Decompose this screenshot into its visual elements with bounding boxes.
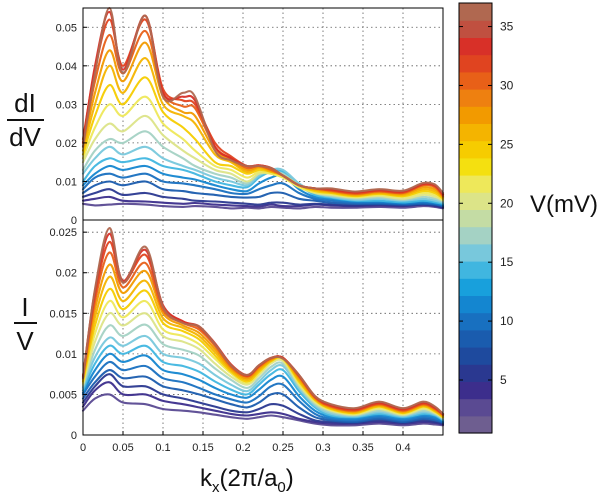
colorbar-tick-label: 25 bbox=[500, 137, 514, 151]
colorbar-block bbox=[459, 175, 492, 193]
bottom-y-tick-label: 0 bbox=[71, 430, 77, 442]
bottom-x-tick-label: 0.05 bbox=[112, 442, 133, 454]
bottom-x-ticks: 0 0.05 0.1 0.15 0.2 0.25 0.3 0.35 0.4 bbox=[80, 431, 411, 454]
colorbar-block bbox=[459, 415, 492, 434]
colorbar-block bbox=[459, 364, 492, 382]
top-y-tick-label: 0.01 bbox=[56, 176, 77, 188]
colorbar-block bbox=[459, 243, 492, 262]
x-label-close: ) bbox=[286, 465, 294, 492]
bottom-ylabel-numerator: I bbox=[21, 292, 28, 322]
colorbar-block bbox=[459, 123, 492, 142]
bottom-curve-8mV bbox=[81, 369, 445, 424]
bottom-ylabel: I V bbox=[14, 292, 37, 356]
top-y-tick-label: 0.05 bbox=[56, 22, 77, 34]
top-y-tick-label: 0.02 bbox=[56, 138, 77, 150]
colorbar-block bbox=[459, 20, 492, 38]
colorbar-tick-label: 20 bbox=[500, 196, 514, 210]
colorbar: 5 10 15 20 25 30 35 V(mV) bbox=[458, 2, 598, 434]
colorbar-block bbox=[459, 295, 492, 314]
bottom-curve-6mV bbox=[81, 373, 445, 425]
bottom-y-tick-label: 0.02 bbox=[56, 268, 77, 280]
top-curve-20mV bbox=[81, 114, 445, 202]
colorbar-block bbox=[459, 209, 492, 228]
bottom-curve-14mV bbox=[81, 344, 445, 422]
colorbar-block bbox=[459, 140, 492, 159]
bottom-x-tick-label: 0 bbox=[80, 442, 86, 454]
bottom-curve-20mV bbox=[81, 311, 445, 420]
bottom-axes-frame bbox=[82, 219, 444, 436]
top-ylabel-numerator: dI bbox=[14, 88, 36, 118]
bottom-x-tick-label: 0.4 bbox=[395, 442, 410, 454]
bottom-y-tick-label: 0.015 bbox=[49, 308, 77, 320]
colorbar-block bbox=[459, 71, 492, 90]
top-curves bbox=[81, 6, 445, 210]
bottom-ylabel-denominator: V bbox=[16, 326, 34, 356]
top-y-tick-label: 0 bbox=[71, 215, 77, 227]
colorbar-tick-label: 35 bbox=[500, 20, 514, 34]
colorbar-block bbox=[459, 312, 492, 331]
colorbar-tick-label: 15 bbox=[500, 255, 514, 269]
bottom-x-tick-label: 0.25 bbox=[272, 442, 293, 454]
colorbar-tick-label: 30 bbox=[500, 78, 514, 92]
top-y-tick-label: 0.03 bbox=[56, 99, 77, 111]
colorbar-block bbox=[459, 89, 492, 107]
colorbar-block bbox=[459, 347, 492, 365]
x-axis-label: kx(2π/a0) bbox=[200, 465, 294, 496]
top-curve-14mV bbox=[81, 157, 445, 205]
bottom-y-tick-label: 0.01 bbox=[56, 349, 77, 361]
bottom-x-tick-label: 0.35 bbox=[352, 442, 373, 454]
bottom-curves bbox=[81, 227, 445, 427]
bottom-y-tick-label: 0.005 bbox=[49, 389, 77, 401]
colorbar-block bbox=[459, 106, 492, 124]
colorbar-block bbox=[459, 398, 492, 417]
colorbar-block bbox=[459, 157, 492, 176]
top-curve-2mV bbox=[81, 202, 445, 210]
colorbar-block bbox=[459, 37, 492, 56]
top-curve-36mV bbox=[81, 6, 445, 195]
top-ylabel: dI dV bbox=[7, 88, 44, 152]
bottom-panel: 0 0.005 0.01 0.015 0.02 0.025 0 0.05 0.1 0.15 0.2… bbox=[49, 219, 445, 454]
x-label-a-subscript: 0 bbox=[277, 479, 285, 496]
colorbar-label: V(mV) bbox=[530, 191, 598, 218]
colorbar-ticks: 5 10 15 20 25 30 35 bbox=[459, 20, 514, 387]
colorbar-block bbox=[459, 261, 492, 279]
bottom-y-tick-label: 0.025 bbox=[49, 227, 77, 239]
top-y-tick-label: 0.04 bbox=[56, 61, 77, 73]
colorbar-block bbox=[459, 192, 492, 210]
bottom-curve-12mV bbox=[81, 352, 445, 423]
bottom-x-tick-label: 0.2 bbox=[235, 442, 250, 454]
bottom-x-tick-label: 0.15 bbox=[192, 442, 213, 454]
bottom-curve-36mV bbox=[81, 227, 445, 415]
bottom-curve-2mV bbox=[81, 393, 445, 427]
x-label-paren: (2π/a bbox=[220, 465, 279, 492]
bottom-curve-4mV bbox=[81, 381, 445, 426]
colorbar-block bbox=[459, 3, 492, 21]
top-ylabel-denominator: dV bbox=[9, 122, 41, 152]
colorbar-block bbox=[459, 226, 492, 245]
bottom-x-tick-label: 0.1 bbox=[155, 442, 170, 454]
bottom-curve-10mV bbox=[81, 360, 445, 424]
colorbar-frame bbox=[458, 2, 493, 434]
colorbar-tick-label: 10 bbox=[500, 314, 514, 328]
colorbar-block bbox=[459, 381, 492, 400]
colorbar-blocks bbox=[459, 3, 492, 434]
colorbar-tick-label: 5 bbox=[500, 373, 507, 387]
x-label-k: k bbox=[200, 465, 213, 492]
top-panel: 0 0.01 0.02 0.03 0.04 0.05 bbox=[56, 6, 445, 227]
x-label-subscript: x bbox=[212, 479, 220, 496]
bottom-x-tick-label: 0.3 bbox=[315, 442, 330, 454]
colorbar-block bbox=[459, 278, 492, 296]
bottom-y-ticks: 0 0.005 0.01 0.015 0.02 0.025 bbox=[49, 227, 87, 442]
colorbar-block bbox=[459, 329, 492, 348]
top-y-ticks: 0 0.01 0.02 0.03 0.04 0.05 bbox=[56, 22, 87, 227]
bottom-curve-16mV bbox=[81, 334, 445, 421]
bottom-curve-18mV bbox=[81, 323, 445, 420]
colorbar-block bbox=[459, 54, 492, 73]
